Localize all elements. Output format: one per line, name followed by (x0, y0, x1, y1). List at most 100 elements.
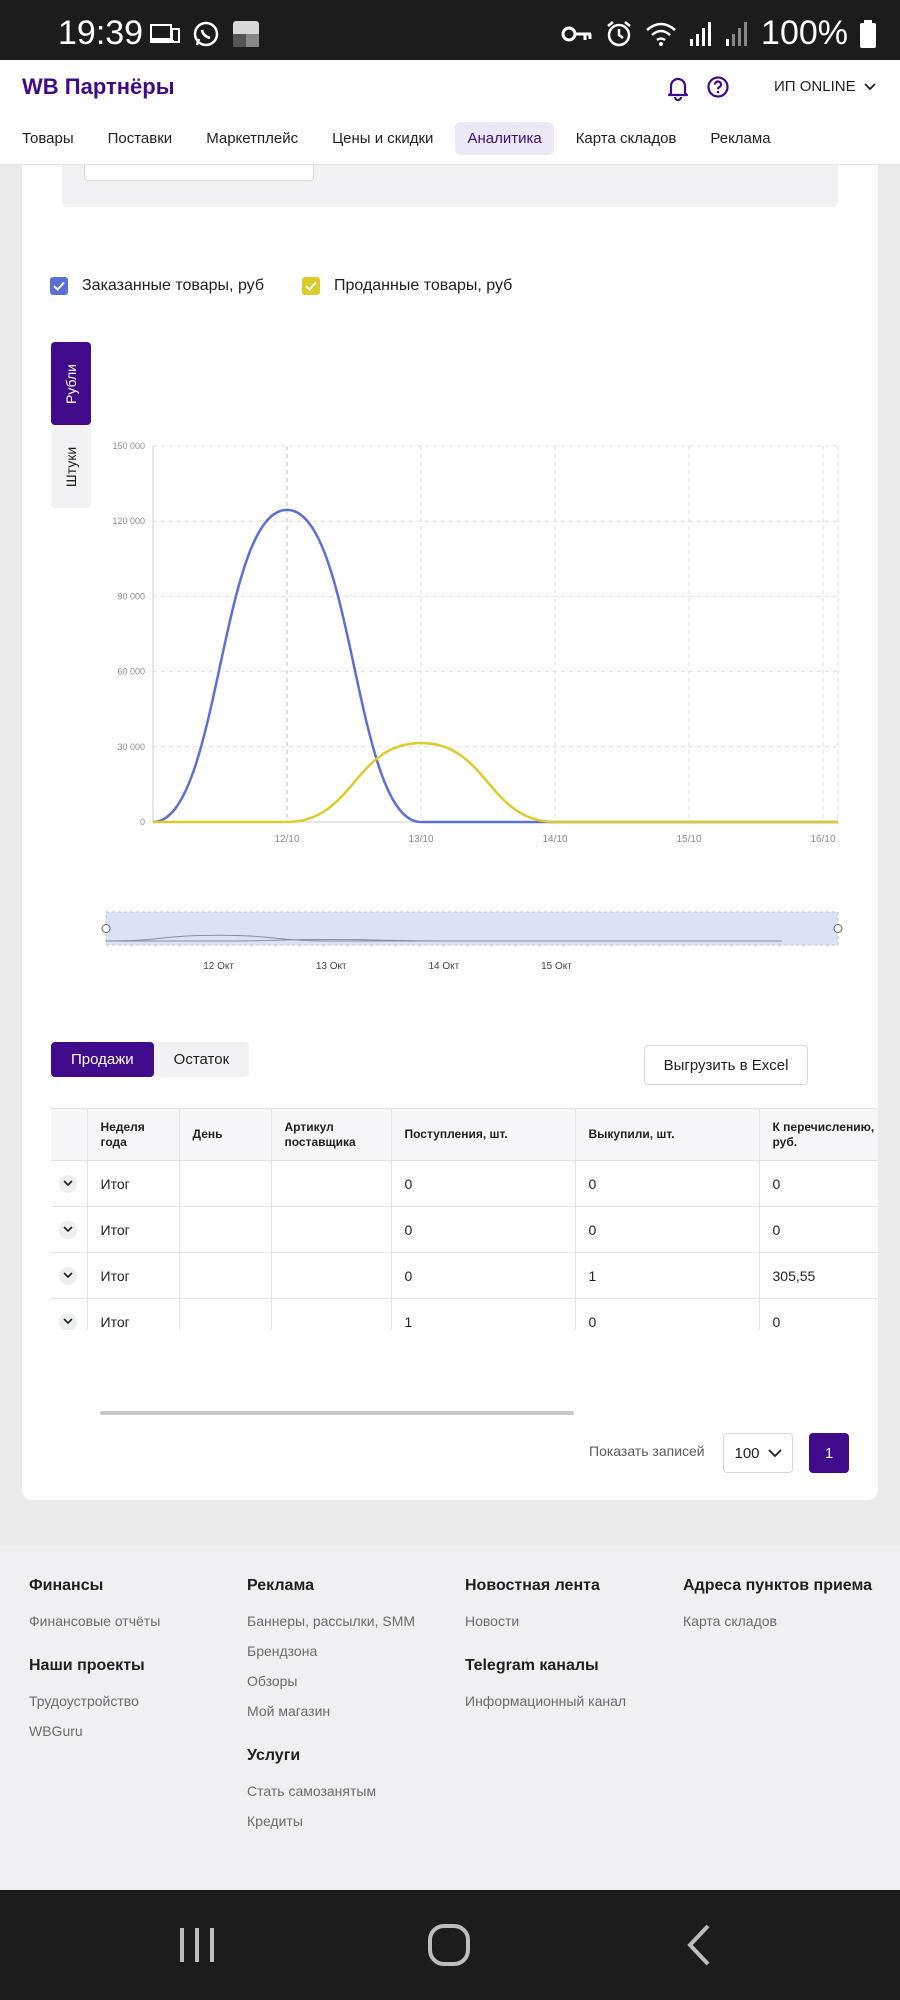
unit-rub-button[interactable]: Рубли (51, 342, 91, 425)
home-icon[interactable] (424, 1920, 474, 1970)
checkbox-icon[interactable] (50, 277, 68, 295)
tab-stock[interactable]: Остаток (173, 1051, 230, 1068)
row-expander-cell[interactable] (51, 1252, 88, 1299)
navigator-handle-left[interactable] (101, 924, 111, 933)
footer-link[interactable]: Информационный канал (465, 1693, 627, 1709)
legend-ordered[interactable]: Заказанные товары, руб (50, 277, 264, 295)
cell-receipts: 0 (391, 1160, 576, 1207)
footer-heading: Услуги (247, 1747, 301, 1764)
table-header-row: Неделя года День Артикул поставщика Пост… (51, 1108, 878, 1161)
chevron-down-icon[interactable] (59, 1312, 77, 1330)
nav-tab-ads[interactable]: Реклама (710, 130, 771, 147)
y-tick-label: 30 000 (117, 742, 145, 752)
table-row[interactable]: Итог 0 1 305,55 (51, 1252, 878, 1299)
navigator-handle-right[interactable] (833, 924, 843, 933)
header-receipts[interactable]: Поступления, шт. (391, 1108, 576, 1161)
chevron-down-icon[interactable] (59, 1174, 77, 1193)
nav-tab-supplies[interactable]: Поставки (107, 130, 173, 147)
series-line-1[interactable] (153, 741, 838, 824)
recent-apps-icon[interactable] (172, 1920, 222, 1970)
analytics-card: Заказанные товары, руб Проданные товары,… (22, 165, 878, 1500)
checkbox-icon[interactable] (302, 277, 320, 295)
footer-link[interactable]: WBGuru (29, 1723, 83, 1739)
navigator-label: 12 Окт (203, 961, 234, 972)
cell-receipts: 0 (391, 1206, 576, 1253)
cell-day (179, 1298, 272, 1330)
cell-receipts: 0 (391, 1252, 576, 1299)
cell-bought: 1 (575, 1252, 760, 1299)
nav-tab-products[interactable]: Товары (22, 130, 74, 147)
footer-heading: Новостная лента (465, 1577, 600, 1594)
export-excel-button[interactable]: Выгрузить в Excel (644, 1045, 808, 1085)
y-tick-label: 60 000 (117, 667, 145, 677)
logo[interactable]: WB Партнёры (22, 74, 175, 99)
navigator-label: 13 Окт (316, 961, 347, 972)
header-payout[interactable]: К перечислению, руб. (759, 1108, 878, 1161)
signal-icon (690, 21, 712, 46)
legend-sold[interactable]: Проданные товары, руб (302, 277, 512, 295)
header-expander (51, 1108, 88, 1161)
navigator-label: 15 Окт (541, 961, 572, 972)
main-nav: Товары Поставки Маркетплейс Цены и скидк… (10, 122, 793, 155)
cell-week: Итог (87, 1160, 180, 1207)
navigator-window[interactable] (105, 911, 839, 946)
table-scrollbar[interactable] (100, 1411, 574, 1415)
back-icon[interactable] (676, 1920, 726, 1970)
wifi-icon (646, 22, 676, 46)
row-expander-cell[interactable] (51, 1298, 88, 1330)
footer-link[interactable]: Стать самозанятым (247, 1783, 377, 1799)
footer-link[interactable]: Баннеры, рассылки, SMM (247, 1613, 416, 1629)
header-day[interactable]: День (179, 1108, 272, 1161)
account-menu[interactable]: ИП ONLINE (774, 78, 876, 95)
app-notification-icon (233, 21, 259, 47)
table-row[interactable]: Итог 0 0 0 (51, 1160, 878, 1207)
cell-receipts: 1 (391, 1298, 576, 1330)
nav-tab-warehouse-map[interactable]: Карта складов (575, 130, 677, 147)
header-article[interactable]: Артикул поставщика (271, 1108, 392, 1161)
row-expander-cell[interactable] (51, 1206, 88, 1253)
cell-payout: 0 (759, 1298, 878, 1330)
chevron-down-icon[interactable] (59, 1266, 77, 1285)
table-row[interactable]: Итог 1 0 0 (51, 1298, 878, 1330)
bell-icon[interactable] (666, 75, 690, 101)
footer-link[interactable]: Обзоры (247, 1673, 298, 1689)
whatsapp-icon (193, 21, 219, 47)
cell-day (179, 1252, 272, 1299)
chart-legend: Заказанные товары, руб Проданные товары,… (50, 277, 512, 295)
footer-link[interactable]: Мой магазин (247, 1703, 331, 1719)
table-row[interactable]: Итог 0 0 0 (51, 1206, 878, 1253)
row-expander-cell[interactable] (51, 1160, 88, 1207)
page-button-current[interactable]: 1 (809, 1433, 849, 1473)
series-line-0[interactable] (152, 508, 838, 824)
cell-article (271, 1206, 392, 1253)
header-bought[interactable]: Выкупили, шт. (575, 1108, 760, 1161)
cell-bought: 0 (575, 1160, 760, 1207)
cell-bought: 0 (575, 1206, 760, 1253)
footer-link[interactable]: Новости (465, 1613, 520, 1629)
footer-heading: Реклама (247, 1577, 314, 1594)
chart-navigator[interactable]: 12 Окт 13 Окт 14 Окт 15 Окт (22, 900, 878, 980)
footer-block: Реклама Баннеры, рассылки, SMM Брендзона Об… (247, 1577, 415, 1719)
account-label: ИП ONLINE (774, 78, 856, 95)
x-tick-label: 13/10 (408, 834, 433, 845)
help-icon[interactable] (706, 75, 730, 99)
app-header: WB Партнёры ИП ONLINE Товары Поставки Ма… (0, 60, 900, 165)
tab-sales[interactable]: Продажи (51, 1042, 154, 1077)
footer-link[interactable]: Брендзона (247, 1643, 318, 1659)
footer-link[interactable]: Финансовые отчёты (29, 1613, 161, 1629)
footer-column: Адреса пунктов приема Карта складов (683, 1577, 872, 1657)
navigator-label: 14 Окт (428, 961, 459, 972)
date-range-input[interactable] (84, 165, 314, 181)
chevron-down-icon[interactable] (59, 1220, 77, 1239)
signal-icon-2 (726, 21, 748, 46)
page-size-select[interactable]: 100 (723, 1433, 793, 1473)
footer-link[interactable]: Трудоустройство (29, 1693, 139, 1709)
header-week[interactable]: Неделя года (87, 1108, 180, 1161)
nav-tab-analytics[interactable]: Аналитика (455, 122, 554, 155)
footer-link[interactable]: Кредиты (247, 1813, 303, 1829)
y-tick-label: 0 (140, 817, 145, 827)
battery-percent: 100% (761, 14, 848, 52)
nav-tab-marketplace[interactable]: Маркетплейс (206, 130, 299, 147)
footer-link[interactable]: Карта складов (683, 1613, 777, 1629)
nav-tab-prices[interactable]: Цены и скидки (332, 130, 434, 147)
